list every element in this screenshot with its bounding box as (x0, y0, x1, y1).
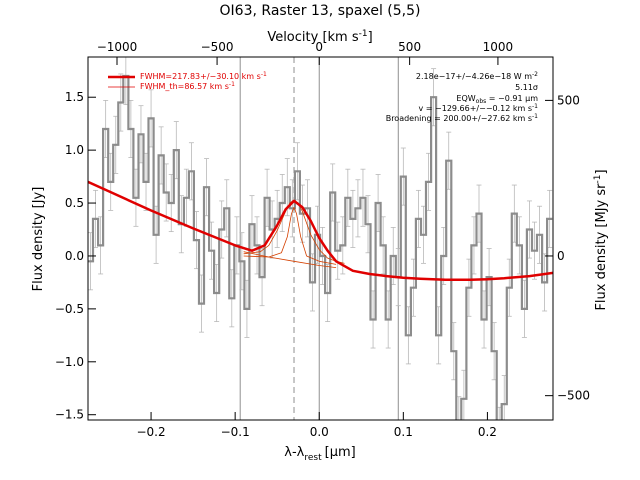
y-tick-label: 1.0 (65, 143, 84, 157)
chart-title: OI63, Raster 13, spaxel (5,5) (220, 3, 421, 19)
top-tick-label: −1000 (97, 40, 138, 54)
right-axis-ticks: 500 0 −500 (545, 93, 590, 403)
annotation-sigma: 5.11σ (515, 83, 538, 92)
y-tick-label: −0.5 (55, 302, 84, 316)
right-tick-label: −500 (557, 389, 590, 403)
x-axis-label: λ-λrest [μm] (284, 445, 355, 463)
legend-label-fit: FWHM=217.83+/−30.10 km s-1 (140, 71, 267, 81)
top-tick-label: 1000 (483, 40, 514, 54)
y-axis-label: Flux density [Jy] (31, 187, 46, 292)
fit-annotations: 2.18e−17+/−4.26e−18 W m-2 5.11σ EQWobs =… (386, 71, 539, 123)
top-tick-label: 0 (315, 40, 323, 54)
y-axis-ticks: −1.5 −1.0 −0.5 0.0 0.5 1.0 1.5 (55, 90, 96, 422)
annotation-flux: 2.18e−17+/−4.26e−18 W m-2 (416, 71, 538, 81)
annotation-velocity: v = −129.66+/−−0.12 km s-1 (419, 103, 539, 113)
x-tick-label: 0.1 (394, 425, 413, 439)
right-tick-label: 500 (557, 93, 580, 107)
gaussian-thermal (243, 206, 337, 265)
y-tick-label: −1.5 (55, 408, 84, 422)
right-axis-label: Flux density [MJy sr-1] (593, 169, 609, 310)
top-tick-label: 500 (398, 40, 421, 54)
series-group (88, 74, 553, 420)
y-tick-label: −1.0 (55, 355, 84, 369)
top-tick-label: −500 (201, 40, 234, 54)
total-fit-line (88, 180, 553, 282)
y-tick-label: 0.0 (65, 249, 84, 263)
x-tick-label: −0.1 (221, 425, 250, 439)
x-tick-label: 0.2 (478, 425, 497, 439)
legend: FWHM=217.83+/−30.10 km s-1 FWHM_th=86.57… (108, 71, 267, 91)
x-tick-label: 0.0 (310, 425, 329, 439)
x-tick-label: −0.2 (136, 425, 165, 439)
top-axis-label: Velocity [km s-1] (267, 29, 372, 45)
data-histogram (88, 74, 553, 420)
annotation-eqw: EQWobs = −0.91 μm (456, 94, 538, 105)
x-axis-ticks: −0.2 −0.1 0.0 0.1 0.2 (136, 412, 497, 439)
annotation-broadening: Broadening = 200.00+/−27.62 km s-1 (386, 113, 538, 123)
legend-label-thermal: FWHM_th=86.57 km s-1 (140, 81, 235, 91)
y-tick-label: 1.5 (65, 90, 84, 104)
fit-baseline (243, 251, 337, 268)
y-tick-label: 0.5 (65, 196, 84, 210)
right-tick-label: 0 (557, 249, 565, 263)
top-axis-ticks: −1000 −500 0 500 1000 (97, 40, 513, 65)
plot-frame (87, 56, 554, 421)
